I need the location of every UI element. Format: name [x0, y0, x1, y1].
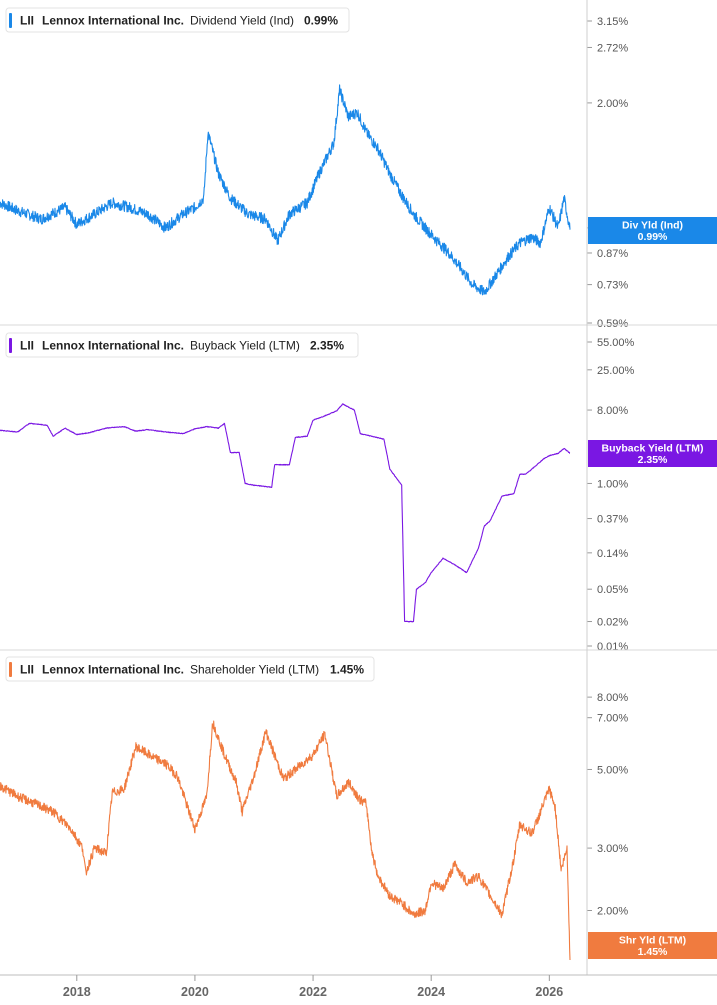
legend-value: 1.45%: [330, 663, 364, 677]
panel-2: 55.00% 25.00% 8.00% 1.00% 0.37% 0.14% 0.05% 0.0…: [0, 324, 717, 653]
value-badge: Buyback Yield (LTM)2.35%: [588, 440, 717, 467]
y-tick-label: 2.00%: [597, 98, 628, 110]
panel-1: 3.15%2.72%2.00%1.00%0.87%0.73%0.59%LIILe…: [0, 7, 717, 330]
y-tick-label: 55.00%: [597, 337, 635, 349]
x-tick-label: 2022: [299, 985, 327, 999]
y-tick-label: 0.59%: [597, 318, 628, 330]
legend-company: Lennox International Inc.: [42, 339, 184, 353]
value-badge-value: 1.45%: [638, 946, 668, 958]
y-tick-label: 0.01%: [597, 641, 628, 653]
x-tick-label: 2024: [417, 985, 445, 999]
y-tick-label: 0.73%: [597, 280, 628, 292]
legend-box: [5, 332, 359, 358]
y-tick-label: 2.00%: [597, 906, 628, 918]
legend-metric: Buyback Yield (LTM): [190, 339, 300, 353]
value-badge-value: 2.35%: [638, 454, 668, 466]
legend-box: [5, 656, 375, 682]
y-tick-label: 0.87%: [597, 248, 628, 260]
value-badge: Div Yld (Ind)0.99%: [588, 217, 717, 244]
y-tick-label: 8.00%: [597, 692, 628, 704]
y-tick-label: 3.00%: [597, 843, 628, 855]
y-tick-label: 8.00%: [597, 405, 628, 417]
y-tick-label: 0.05%: [597, 584, 628, 596]
y-tick-label: 5.00%: [597, 764, 628, 776]
x-tick-label: 2026: [535, 985, 563, 999]
legend-ticker: LII: [20, 663, 34, 677]
legend-ticker: LII: [20, 339, 34, 353]
legend: LII Lennox International Inc. Dividend Yie…: [5, 7, 350, 33]
value-badge: Shr Yld (LTM)1.45%: [588, 932, 717, 959]
legend-company: Lennox International Inc.: [42, 663, 184, 677]
panel-3: 8.00% 7.00% 5.00% 3.00% 2.00% LII Lennox Inter…: [0, 649, 717, 961]
value-badge-label: Div Yld (Ind): [622, 220, 683, 232]
legend: LII Lennox International Inc. Buyback Yiel…: [5, 332, 359, 358]
value-badge-box: [588, 440, 717, 467]
legend-metric: Shareholder Yield (LTM): [190, 663, 319, 677]
legend-value: 2.35%: [310, 339, 344, 353]
y-tick-label: 0.37%: [597, 514, 628, 526]
legend-metric: Dividend Yield (Ind): [190, 14, 294, 28]
value-badge-box: [588, 217, 717, 244]
value-badge-value: 0.99%: [638, 231, 668, 243]
y-tick-label: 1.00%: [597, 478, 628, 490]
x-tick-label: 2020: [181, 985, 209, 999]
y-tick-label: 2.72%: [597, 42, 628, 54]
y-tick-label: 0.14%: [597, 548, 628, 560]
legend-color-swatch: [9, 662, 12, 677]
series-line: [0, 403, 571, 623]
legend-color-swatch: [9, 338, 12, 353]
x-tick-label: 2018: [63, 985, 91, 999]
series-line: [0, 84, 571, 296]
legend: LII Lennox International Inc. Shareholder …: [5, 656, 375, 682]
series-line: [0, 720, 571, 961]
legend-box: [5, 7, 350, 33]
legend-color-swatch: [9, 13, 12, 28]
legend-ticker: LII: [20, 14, 34, 28]
y-tick-label: 3.15%: [597, 16, 628, 28]
y-tick-label: 0.02%: [597, 617, 628, 629]
value-badge-label: Shr Yld (LTM): [619, 935, 686, 947]
y-tick-label: 7.00%: [597, 713, 628, 725]
y-tick-label: 25.00%: [597, 365, 635, 377]
legend-company: Lennox International Inc.: [42, 14, 184, 28]
value-badge-label: Buyback Yield (LTM): [602, 443, 704, 455]
legend-value: 0.99%: [304, 14, 338, 28]
value-badge-box: [588, 932, 717, 959]
